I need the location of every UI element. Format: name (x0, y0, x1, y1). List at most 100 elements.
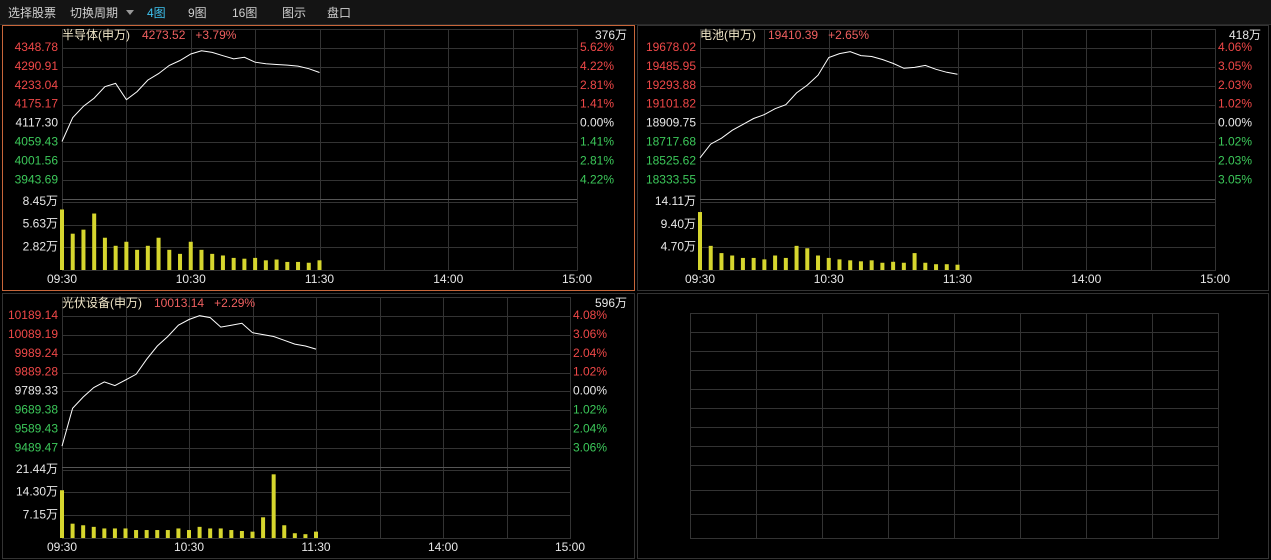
x-tick-label: 11:30 (301, 540, 330, 554)
x-tick-label: 09:30 (47, 540, 77, 554)
pct-tick-label: 3.06% (573, 327, 607, 341)
volume-tick-label: 8.45万 (23, 194, 58, 208)
price-tick-label: 9589.43 (15, 421, 59, 435)
volume-bar (317, 260, 322, 270)
price-tick-label: 18525.62 (646, 153, 696, 167)
volume-bar (708, 245, 713, 270)
volume-bar (81, 229, 86, 270)
volume-bar (285, 261, 290, 270)
pct-tick-label: 2.03% (1218, 153, 1252, 167)
volume-bar (805, 248, 810, 270)
price-tick-label: 10089.19 (8, 327, 58, 341)
price-tick-label: 18333.55 (646, 172, 696, 186)
x-tick-label: 10:30 (814, 272, 844, 286)
volume-bar (242, 258, 247, 270)
panel-frame (637, 25, 1269, 291)
last-price: 4273.52 (142, 28, 186, 42)
volume-bar (239, 530, 244, 538)
change: +3.79% (195, 28, 236, 42)
toolbar-item[interactable]: 4图 (147, 6, 166, 20)
toolbar-item[interactable]: 选择股票 (8, 6, 57, 20)
pct-tick-label: 4.08% (573, 308, 607, 322)
volume-bar (123, 528, 128, 538)
volume-bar (188, 241, 193, 270)
price-tick-label: 4001.56 (15, 153, 59, 167)
toolbar-item[interactable]: 16图 (232, 6, 258, 20)
volume-bar (145, 245, 150, 270)
toolbar-item[interactable]: 图示 (282, 6, 307, 20)
price-tick-label: 9889.28 (15, 365, 59, 379)
pct-tick-label: 1.02% (1218, 135, 1252, 149)
volume-bar (187, 530, 191, 538)
volume-bar (923, 262, 928, 270)
volume-bar (199, 249, 204, 270)
volume-bar (751, 257, 756, 270)
price-tick-label: 4233.04 (15, 78, 59, 92)
volume-bar (60, 490, 64, 538)
volume-bar (92, 213, 97, 270)
volume-header: 596万 (595, 296, 627, 310)
x-tick-label: 15:00 (562, 272, 592, 286)
toolbar-item[interactable]: 切换周期 (70, 6, 119, 20)
volume-bar (740, 257, 745, 270)
volume-bar (178, 253, 183, 270)
x-tick-label: 11:30 (305, 272, 334, 286)
price-line (699, 51, 958, 159)
panel-frame (2, 293, 635, 559)
pct-tick-label: 1.41% (580, 97, 614, 111)
volume-tick-label: 4.70万 (661, 239, 696, 253)
volume-bar (762, 259, 767, 270)
pct-tick-label: 2.04% (573, 346, 607, 360)
volume-bar (263, 260, 268, 270)
x-tick-label: 15:00 (1200, 272, 1230, 286)
volume-bar (891, 261, 896, 270)
volume-header: 418万 (1229, 28, 1261, 42)
volume-bar (730, 255, 735, 270)
volume-bar (314, 531, 318, 538)
price-tick-label: 4175.17 (15, 97, 59, 111)
pct-tick-label: 1.41% (580, 135, 614, 149)
change: +2.65% (828, 28, 869, 42)
volume-bar (155, 530, 160, 538)
price-tick-label: 4348.78 (15, 40, 59, 54)
toolbar-item[interactable]: 盘口 (327, 6, 352, 20)
x-tick-label: 14:00 (428, 540, 458, 554)
volume-bar (274, 259, 279, 270)
last-price: 19410.39 (768, 28, 818, 42)
pct-tick-label: 0.00% (573, 384, 607, 398)
pct-tick-label: 2.03% (1218, 78, 1252, 92)
volume-bar (218, 528, 223, 538)
volume-bar (112, 528, 117, 538)
x-tick-label: 14:00 (433, 272, 463, 286)
toolbar-item[interactable]: 9图 (188, 6, 207, 20)
dropdown-arrow[interactable] (126, 10, 134, 15)
volume-bar (176, 528, 181, 538)
panel-title: 电池(申万) (700, 28, 756, 42)
volume-bar (60, 209, 64, 270)
volume-bar (167, 249, 172, 270)
price-tick-label: 10189.14 (8, 308, 58, 322)
panel-frame (637, 293, 1269, 559)
volume-bar (816, 255, 821, 270)
pct-tick-label: 1.02% (573, 365, 607, 379)
price-tick-label: 9689.38 (15, 403, 59, 417)
pct-tick-label: 2.81% (580, 153, 614, 167)
volume-bar (156, 237, 161, 270)
volume-bar (261, 517, 266, 538)
pct-tick-label: 4.22% (580, 59, 614, 73)
volume-bar (698, 212, 702, 270)
volume-bar (848, 260, 853, 270)
x-tick-label: 10:30 (176, 272, 206, 286)
volume-bar (229, 530, 234, 538)
volume-bar (231, 257, 236, 270)
volume-bar (81, 525, 86, 538)
volume-tick-label: 14.30万 (16, 485, 58, 499)
volume-bar (144, 530, 149, 538)
volume-bar (955, 264, 960, 270)
price-tick-label: 4117.30 (16, 116, 59, 130)
volume-bar (719, 253, 724, 270)
price-tick-label: 4059.43 (15, 135, 59, 149)
x-tick-label: 11:30 (943, 272, 972, 286)
volume-bar (282, 525, 287, 538)
